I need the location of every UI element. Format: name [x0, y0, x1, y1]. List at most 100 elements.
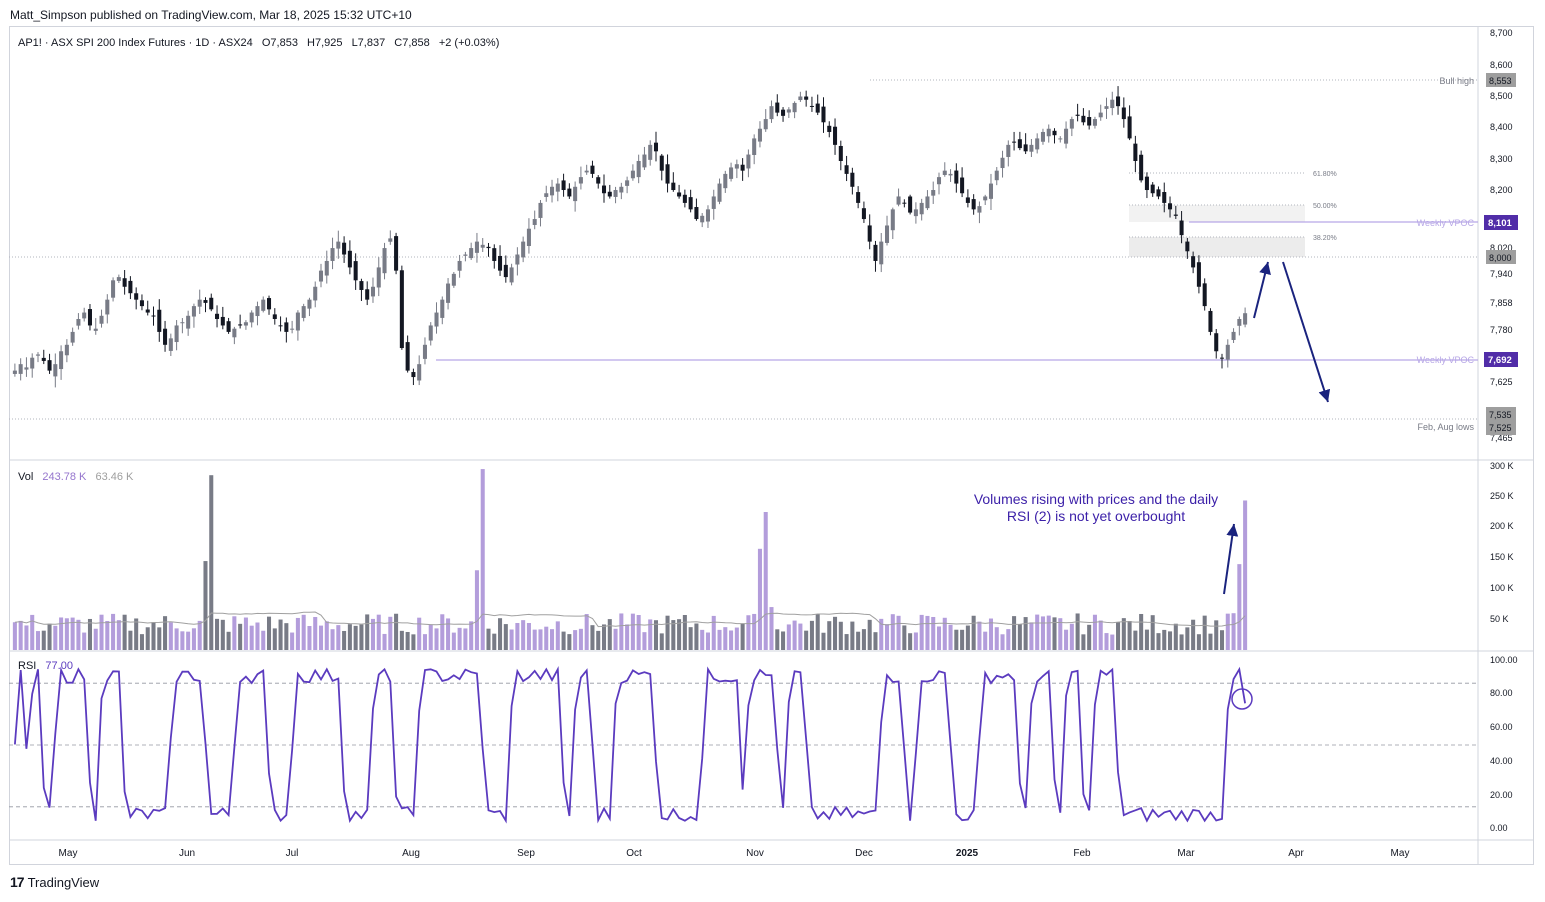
candle-body	[1069, 119, 1074, 129]
candle-body	[238, 324, 243, 326]
candle-body	[694, 207, 699, 220]
volume-bar	[422, 634, 427, 650]
volume-bar	[942, 617, 947, 650]
volume-bar	[382, 633, 387, 650]
candle-body	[850, 172, 855, 187]
volume-bar	[359, 624, 364, 650]
candle-body	[942, 170, 947, 175]
volume-bar	[87, 618, 92, 650]
candle-body	[41, 357, 46, 361]
volume-bar	[1156, 633, 1161, 650]
candle-body	[1006, 144, 1011, 157]
candle-body	[821, 106, 826, 123]
volume-bar	[856, 631, 861, 650]
candle-body	[567, 188, 572, 197]
candle-body	[30, 357, 35, 369]
volume-bar	[890, 614, 895, 650]
volume-bar	[53, 625, 58, 650]
candle-body	[1150, 184, 1155, 194]
candle-body	[365, 289, 370, 300]
volume-bar	[324, 621, 329, 650]
volume-bar	[145, 627, 150, 650]
volume-bar	[913, 632, 918, 650]
candle-body	[653, 142, 659, 152]
candle-body	[1208, 310, 1213, 332]
candle-body	[35, 354, 41, 356]
weekly-vpoc-lower-label: Weekly VPOC	[1417, 355, 1475, 365]
volume-bar	[1029, 622, 1034, 650]
candle-body	[59, 351, 64, 370]
candle-body	[1243, 313, 1248, 325]
candle-body	[700, 215, 705, 223]
fib-label-618: 61.80%	[1313, 171, 1337, 178]
candle-body	[480, 244, 485, 248]
volume-bar	[896, 615, 901, 650]
candle-body	[24, 367, 29, 370]
candle-body	[948, 173, 953, 176]
price-tick-label: 8,020	[1490, 243, 1513, 253]
candle-body	[1139, 154, 1144, 181]
candle-body	[301, 306, 306, 318]
volume-bar	[405, 631, 410, 650]
volume-bar	[1225, 613, 1230, 650]
candle-body	[180, 322, 185, 324]
volume-bar	[318, 625, 324, 650]
volume-bar	[665, 615, 670, 650]
volume-bar	[1208, 633, 1213, 650]
candle-body	[1179, 220, 1184, 236]
volume-tick-label: 250 K	[1490, 491, 1514, 501]
candle-body	[601, 185, 607, 194]
candle-body	[1116, 96, 1121, 107]
candle-body	[1052, 130, 1057, 136]
candle-body	[902, 202, 907, 204]
candle-body	[243, 322, 248, 326]
volume-bar	[983, 631, 988, 650]
chart-frame	[9, 26, 1534, 865]
volume-bar	[1064, 629, 1069, 650]
candle-body	[370, 286, 376, 297]
volume-bar	[873, 632, 878, 650]
candle-body	[983, 196, 988, 201]
volume-bar	[492, 633, 497, 650]
time-axis-label: May	[1391, 848, 1410, 859]
volume-bar	[723, 627, 728, 650]
tradingview-logo[interactable]: 17 TradingView	[10, 874, 99, 890]
volume-bar	[763, 512, 768, 650]
candle-body	[307, 299, 312, 309]
volume-bar	[1023, 617, 1028, 650]
volume-bar	[526, 622, 531, 650]
candle-body	[353, 261, 358, 281]
time-axis-label: May	[59, 848, 78, 859]
candle-body	[203, 300, 208, 303]
volume-bar	[682, 615, 687, 650]
volume-bar	[93, 628, 98, 650]
candle-body	[873, 244, 878, 261]
volume-bar	[677, 619, 682, 650]
candle-body	[509, 267, 514, 283]
candle-body	[157, 309, 162, 332]
candle-body	[1196, 262, 1201, 287]
volume-bar	[584, 614, 589, 650]
candle-body	[642, 154, 647, 168]
candle-body	[1017, 139, 1022, 149]
volume-tick-label: 150 K	[1490, 552, 1514, 562]
volume-bar	[757, 548, 762, 650]
volume-bar	[948, 624, 953, 650]
volume-bar	[134, 618, 139, 650]
candle-body	[792, 102, 797, 113]
volume-bar	[648, 619, 653, 650]
candle-body	[827, 125, 832, 132]
volume-bar	[203, 561, 208, 650]
fib-label-50: 50.00%	[1313, 203, 1337, 210]
time-axis-label: Feb	[1073, 848, 1091, 859]
time-axis-label: Apr	[1288, 848, 1304, 859]
volume-bar	[469, 621, 474, 650]
volume-bar	[590, 625, 595, 650]
candle-body	[763, 119, 768, 130]
candle-body	[422, 344, 427, 359]
candle-body	[740, 164, 745, 171]
volume-bar	[1179, 634, 1184, 650]
candle-body	[1191, 256, 1196, 268]
candle-body	[266, 298, 272, 310]
